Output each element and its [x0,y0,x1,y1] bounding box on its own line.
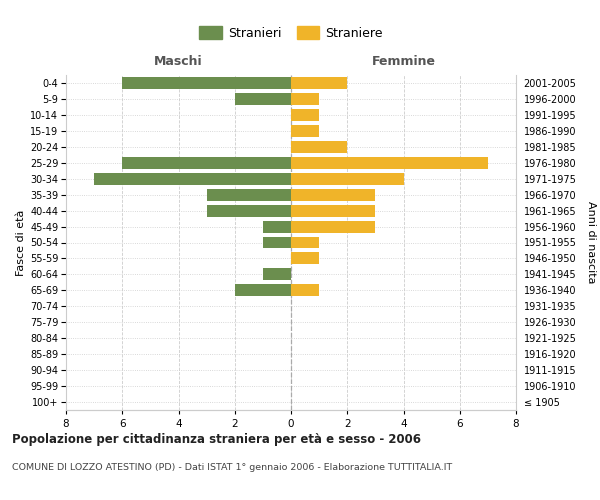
Bar [263,268,291,280]
Text: Maschi: Maschi [154,56,203,68]
Legend: Stranieri, Straniere: Stranieri, Straniere [194,21,388,44]
Bar [291,252,319,264]
Bar [206,204,291,216]
Y-axis label: Fasce di età: Fasce di età [16,210,26,276]
Bar [122,157,291,168]
Bar [291,141,347,153]
Bar [291,77,347,89]
Bar [291,93,319,105]
Bar [206,188,291,200]
Bar [235,93,291,105]
Bar [263,220,291,232]
Text: Femmine: Femmine [371,56,436,68]
Bar [291,236,319,248]
Bar [263,236,291,248]
Bar [235,284,291,296]
Bar [291,125,319,137]
Bar [291,204,376,216]
Bar [291,172,404,184]
Bar [122,77,291,89]
Bar [291,284,319,296]
Text: Popolazione per cittadinanza straniera per età e sesso - 2006: Popolazione per cittadinanza straniera p… [12,432,421,446]
Bar [291,157,488,168]
Text: COMUNE DI LOZZO ATESTINO (PD) - Dati ISTAT 1° gennaio 2006 - Elaborazione TUTTIT: COMUNE DI LOZZO ATESTINO (PD) - Dati IST… [12,462,452,471]
Bar [291,109,319,121]
Bar [291,220,376,232]
Bar [94,172,291,184]
Bar [291,188,376,200]
Y-axis label: Anni di nascita: Anni di nascita [586,201,596,284]
